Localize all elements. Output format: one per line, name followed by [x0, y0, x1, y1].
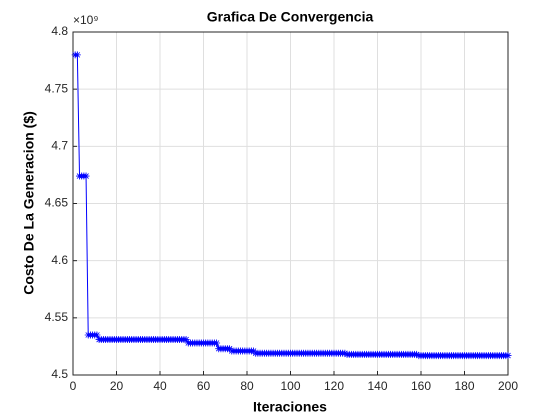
marker: [93, 331, 101, 339]
marker: [182, 336, 190, 344]
x-tick-label: 160: [411, 379, 431, 393]
chart-title: Grafica De Convergencia: [207, 9, 374, 25]
y-exponent-label: ×10⁹: [73, 13, 99, 27]
marker: [413, 350, 421, 358]
marker: [341, 349, 349, 357]
marker: [504, 352, 512, 360]
x-tick-label: 80: [240, 379, 254, 393]
x-tick-label: 200: [498, 379, 518, 393]
y-axis-label: Costo De La Generacion ($): [21, 111, 37, 295]
y-tick-label: 4.55: [45, 310, 69, 324]
x-tick-label: 20: [110, 379, 124, 393]
marker: [213, 339, 221, 347]
marker: [73, 51, 81, 59]
y-tick-label: 4.65: [45, 196, 69, 210]
x-tick-label: 0: [70, 379, 77, 393]
x-axis-label: Iteraciones: [253, 399, 327, 415]
x-tick-label: 100: [280, 379, 300, 393]
x-tick-label: 40: [153, 379, 167, 393]
x-tick-label: 140: [367, 379, 387, 393]
y-tick-label: 4.75: [45, 81, 69, 95]
y-tick-label: 4.5: [51, 367, 68, 381]
y-tick-label: 4.6: [51, 253, 68, 267]
y-tick-label: 4.7: [51, 139, 68, 153]
marker: [82, 172, 90, 180]
x-tick-label: 180: [454, 379, 474, 393]
x-tick-label: 120: [324, 379, 344, 393]
y-tick-label: 4.8: [51, 24, 68, 38]
plot-frame: [72, 31, 509, 376]
x-tick-label: 60: [197, 379, 211, 393]
